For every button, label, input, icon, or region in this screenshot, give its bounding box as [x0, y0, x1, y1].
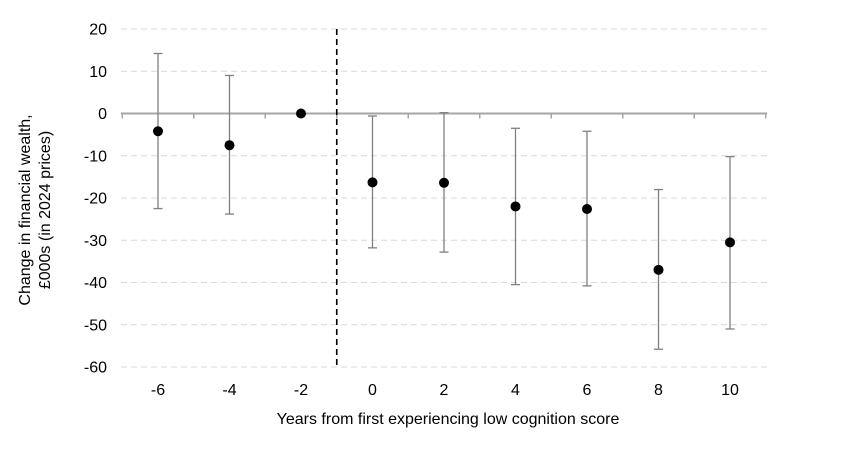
data-point: [296, 108, 306, 119]
y-tick-label: -10: [84, 148, 107, 165]
x-tick-label: -4: [222, 382, 236, 399]
x-tick-label: -6: [151, 382, 165, 399]
y-tick-label: -20: [84, 191, 107, 208]
y-tick-label: -50: [84, 317, 107, 334]
y-tick-label: 0: [98, 106, 107, 123]
data-point: [367, 177, 378, 188]
x-tick-label: 6: [583, 382, 592, 399]
x-axis-title: Years from first experiencing low cognit…: [277, 411, 620, 428]
y-axis-title-line: £000s (in 2024 prices): [37, 131, 54, 289]
y-tick-labels: 20 10 0 -10 -20 -30 -40 -50 -60: [84, 22, 107, 377]
data-point: [439, 177, 449, 188]
y-tick-label: 20: [89, 22, 107, 39]
y-tick-label: -40: [84, 275, 107, 292]
data-point: [653, 264, 664, 275]
data-point: [510, 201, 521, 212]
data-point: [153, 126, 163, 137]
x-tick-label: 0: [368, 382, 377, 399]
y-tick-label: 10: [89, 64, 107, 81]
data-points: [153, 108, 735, 275]
y-tick-label: -60: [84, 360, 107, 377]
data-point: [725, 237, 735, 248]
y-axis-title: Change in financial wealth, £000s (in 202…: [17, 114, 54, 305]
x-tick-label: -2: [294, 382, 308, 399]
error-bars: [153, 52, 735, 350]
y-axis-title-line: Change in financial wealth,: [17, 114, 34, 305]
data-point: [582, 203, 592, 214]
y-tick-label: -30: [84, 233, 107, 250]
x-tick-label: 10: [721, 382, 739, 399]
x-tick-label: 4: [511, 382, 520, 399]
x-tick-label: 2: [440, 382, 449, 399]
x-tick-labels: -6 -4 -2 0 2 4 6 8 10: [151, 382, 739, 399]
x-tick-label: 8: [654, 382, 663, 399]
data-point: [224, 140, 235, 151]
